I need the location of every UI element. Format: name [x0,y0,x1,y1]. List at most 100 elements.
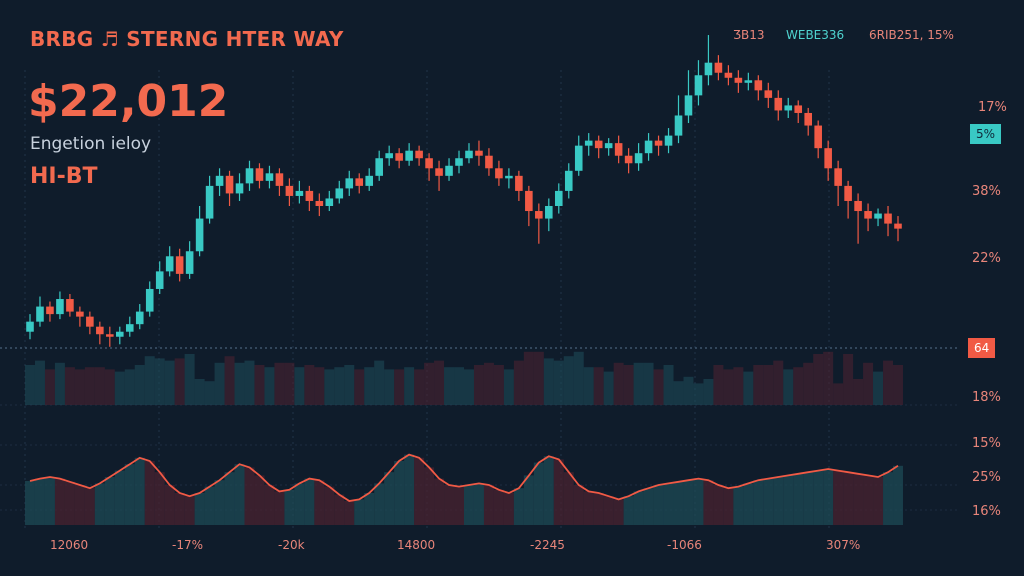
volume-bar [284,362,295,405]
oscillator-bar [314,480,325,525]
candle-body [684,95,693,116]
candle-body [455,158,463,166]
oscillator-bar [174,493,185,525]
volume-bar [374,360,385,405]
oscillator-bar [25,481,35,525]
candle-body [475,150,483,156]
volume-bar [444,367,455,405]
oscillator-bar [753,480,764,525]
volume-bar [493,365,504,405]
candle-body [345,178,354,189]
x-tick-label: 307% [826,538,861,552]
y-axis-label: 38% [972,184,1001,199]
candle-body [714,62,723,73]
volume-bar [134,365,145,405]
oscillator-bar [643,488,654,525]
volume-bar [553,360,564,405]
candle-body [365,175,374,186]
candle-body [56,299,64,315]
x-tick-label: 14800 [397,538,436,552]
volume-bar [394,369,405,405]
oscillator-bar [374,483,385,525]
candle-body [135,311,144,325]
candle-body [66,299,74,312]
volume-bar [234,362,245,405]
candle-body [744,80,753,83]
volume-bar [743,371,754,405]
candle-body [614,143,623,156]
oscillator-bar [623,496,634,525]
candle-body [724,72,733,78]
candle-body [185,251,194,274]
candle-body [315,200,324,206]
volume-bar [304,365,315,405]
candle-body [704,62,713,76]
volume-bar [114,371,125,405]
oscillator-bar [803,472,814,525]
oscillator-bar [603,496,614,525]
volume-bar [174,358,185,405]
candle-body [894,223,902,229]
candle-body [215,175,224,186]
oscillator-bar [823,469,834,525]
pair-label: HI-BT [30,164,98,189]
volume-bar [703,379,714,405]
oscillator-bar [54,478,65,525]
candle-body [285,185,294,196]
volume-bar [523,351,534,405]
oscillator-bar [394,461,405,525]
candle-body [804,112,812,126]
oscillator-bar [454,486,464,525]
oscillator-bar [513,488,524,525]
oscillator-bar [663,483,674,525]
candle-body [205,185,214,219]
oscillator-bar [344,501,355,525]
candle-body [584,140,593,146]
candle-body [76,311,84,317]
oscillator-bar [274,491,285,525]
candle-body [415,150,423,159]
y-axis-label: 18% [972,390,1001,405]
x-tick-label: -2245 [530,538,565,552]
oscillator-bar [324,486,335,525]
candle-body [125,324,134,332]
candle-body [355,178,364,186]
volume-bar [643,362,654,405]
oscillator-bar [813,470,824,525]
oscillator-bar [673,481,684,525]
candle-body [155,271,164,289]
oscillator-bar [593,493,604,525]
volume-bar [663,365,674,405]
volume-bar [893,365,903,405]
oscillator-bar [613,499,624,525]
volume-bar [344,365,355,405]
candle-body [195,218,204,252]
oscillator-bar [653,485,664,525]
candle-body [664,135,673,146]
oscillator-bar [533,462,544,525]
oscillator-bar [444,485,455,525]
candle-body [245,168,254,184]
oscillator-bar [633,491,644,525]
y-axis-label: 17% [978,100,1007,115]
oscillator-bar [473,483,484,525]
oscillator-bar [144,461,155,525]
candle-body [395,153,403,161]
volume-bar [753,365,764,405]
oscillator-bar [64,481,75,525]
volume-bar [404,367,415,405]
volume-bar [603,371,614,405]
x-tick-label: 12060 [50,538,89,552]
volume-bar [254,365,265,405]
x-tick-label: -1066 [667,538,702,552]
oscillator-bar [863,475,874,525]
candle-body [525,190,533,212]
oscillator-bar [44,477,55,525]
oscillator-bar [364,493,375,525]
oscillator-bar [703,480,714,525]
candle-body [255,168,264,181]
oscillator-bar [304,478,315,525]
volume-bar [104,369,115,405]
volume-bar [573,351,584,405]
